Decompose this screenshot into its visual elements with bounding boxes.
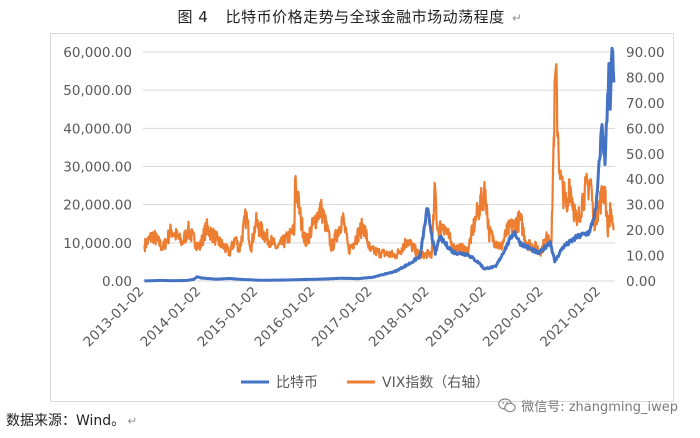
x-tick-label: 2020-01-02 — [480, 284, 547, 351]
x-tick-label: 2013-01-02 — [80, 284, 147, 351]
series-line-bitcoin — [143, 46, 616, 283]
watermark-text: 微信号: zhangming_iwep — [521, 400, 678, 415]
left-tick-label: 50,000.00 — [63, 83, 132, 99]
source-text: 数据来源：Wind。 — [6, 413, 126, 429]
right-tick-label: 50.00 — [626, 147, 665, 163]
right-axis-ticks: 0.00 10.00 20.00 30.00 40.00 50.00 60.00 70.00 8… — [626, 45, 665, 290]
right-tick-label: 80.00 — [626, 70, 665, 86]
chart-title: 比特币价格走势与全球金融市场动荡程度 — [225, 8, 505, 26]
line-chart: 0.00 10,000.00 20,000.00 30,000.00 40,000.00… — [63, 45, 665, 391]
wechat-icon — [498, 398, 517, 413]
legend-label-vix: VIX指数（右轴） — [382, 375, 489, 391]
left-tick-label: 40,000.00 — [63, 121, 132, 137]
left-axis-ticks: 0.00 10,000.00 20,000.00 30,000.00 40,000.00… — [63, 45, 132, 290]
right-tick-label: 40.00 — [626, 172, 665, 188]
right-tick-label: 60.00 — [626, 121, 665, 137]
left-tick-label: 20,000.00 — [63, 198, 132, 214]
legend: 比特币 VIX指数（右轴） — [241, 375, 489, 391]
chart-frame — [50, 33, 674, 402]
watermark: 微信号: zhangming_iwep — [498, 396, 678, 415]
right-tick-label: 90.00 — [626, 45, 665, 61]
x-tick-label: 2014-01-02 — [137, 284, 204, 351]
x-tick-label: 2015-01-02 — [195, 284, 262, 351]
x-tick-label: 2016-01-02 — [252, 284, 319, 351]
right-tick-label: 70.00 — [626, 96, 665, 112]
left-tick-label: 0.00 — [102, 274, 132, 290]
x-tick-label: 2017-01-02 — [309, 284, 376, 351]
legend-label-bitcoin: 比特币 — [276, 375, 318, 391]
left-tick-label: 10,000.00 — [63, 236, 132, 252]
left-tick-label: 60,000.00 — [63, 45, 132, 61]
source-return-mark: ↵ — [127, 414, 138, 428]
right-tick-label: 30.00 — [626, 198, 665, 214]
right-tick-label: 10.00 — [626, 249, 665, 265]
return-mark: ↵ — [511, 11, 523, 25]
x-tick-label: 2019-01-02 — [423, 284, 490, 351]
right-tick-label: 0.00 — [626, 274, 656, 290]
series-line-vix — [143, 63, 615, 260]
x-axis-ticks: 2013-01-022014-01-022015-01-022016-01-02… — [80, 284, 603, 351]
x-tick-label: 2018-01-02 — [366, 284, 433, 351]
source-note: 数据来源：Wind。 ↵ — [6, 410, 137, 430]
left-tick-label: 30,000.00 — [63, 160, 132, 176]
right-tick-label: 20.00 — [626, 223, 665, 239]
x-tick-label: 2021-01-02 — [537, 284, 604, 351]
page-title: 图 4 比特币价格走势与全球金融市场动荡程度 ↵ — [0, 6, 700, 27]
figure-number: 图 4 — [177, 8, 209, 26]
